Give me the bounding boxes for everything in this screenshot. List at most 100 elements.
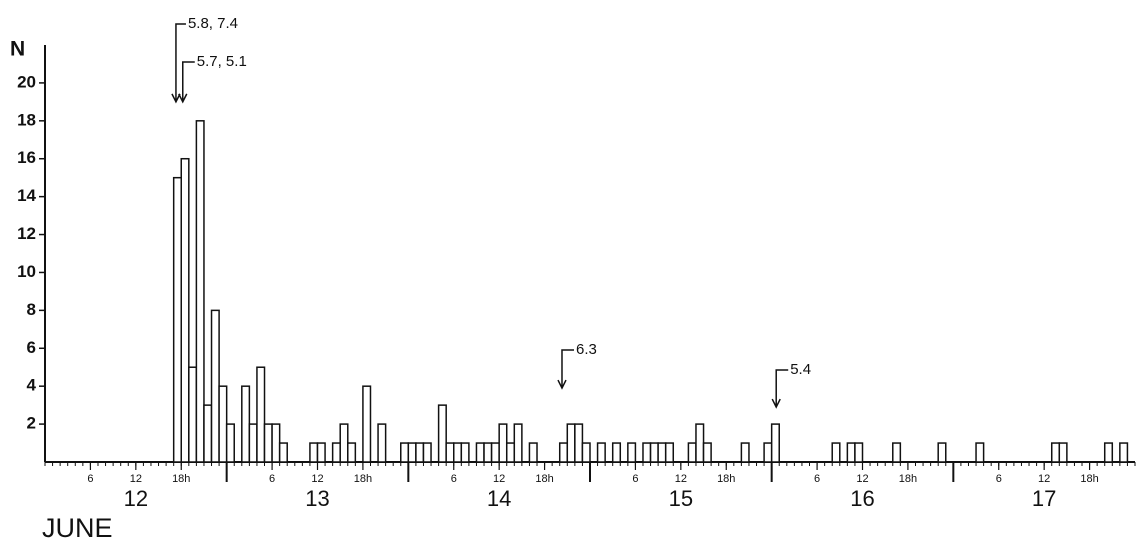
day-label: 16 [850, 486, 874, 511]
bar [702, 442, 712, 463]
bar [627, 442, 637, 463]
x-tick-label: 18h [172, 473, 190, 485]
x-tick-label: 18h [899, 473, 917, 485]
bar [263, 423, 273, 463]
bar [453, 442, 463, 463]
x-tick-label: 6 [269, 473, 275, 485]
annotation-label: 5.7, 5.1 [197, 53, 247, 70]
bar [831, 442, 841, 463]
x-tick-label: 12 [130, 473, 142, 485]
x-tick-label: 18h [535, 473, 553, 485]
bar [695, 423, 705, 463]
annotation-label: 6.3 [576, 341, 597, 358]
bar [180, 157, 190, 463]
y-tick-label: 18 [17, 110, 36, 129]
bar [172, 176, 183, 463]
bar [770, 423, 780, 463]
bar [975, 442, 985, 463]
bar [574, 423, 584, 463]
x-tick-label: 12 [675, 473, 687, 485]
x-axis-label: JUNE [42, 513, 113, 543]
annotation-arrow [771, 369, 789, 409]
bar [437, 404, 447, 463]
day-label: 17 [1032, 486, 1056, 511]
bar [460, 442, 470, 463]
bar [664, 442, 675, 463]
bar [763, 442, 773, 463]
bar [566, 423, 576, 463]
bar [347, 442, 357, 463]
day-label: 14 [487, 486, 511, 511]
day-label: 12 [124, 486, 148, 511]
bar [649, 442, 659, 463]
bar [225, 423, 235, 463]
bar [687, 442, 697, 463]
bar [331, 442, 341, 463]
y-tick-label: 20 [17, 72, 36, 91]
bar [657, 442, 667, 463]
bar [188, 366, 198, 463]
bar [846, 442, 856, 463]
annotation-label: 5.4 [790, 361, 811, 378]
bar [407, 442, 417, 463]
bar [339, 423, 349, 463]
bar [218, 385, 228, 463]
bar [309, 442, 319, 463]
bar [278, 442, 288, 463]
bar [316, 442, 326, 463]
y-tick-label: 14 [17, 186, 36, 205]
y-tick-label: 8 [27, 300, 36, 319]
bar [256, 366, 266, 463]
x-tick-label: 6 [87, 473, 93, 485]
bar [558, 442, 569, 463]
bar [400, 442, 410, 463]
bar [611, 442, 622, 463]
bar [490, 442, 500, 463]
bar [362, 385, 372, 463]
x-tick-label: 18h [717, 473, 735, 485]
x-tick-label: 6 [451, 473, 457, 485]
bar [422, 442, 432, 463]
x-tick-label: 18h [1080, 473, 1098, 485]
y-tick-label: 2 [27, 414, 36, 433]
x-tick-label: 12 [856, 473, 868, 485]
bar [271, 423, 281, 463]
bar [203, 404, 213, 463]
y-tick-label: 4 [27, 376, 37, 395]
bar [210, 309, 220, 463]
y-tick-label: 10 [17, 262, 36, 281]
bar [1103, 442, 1114, 463]
bar [1050, 442, 1061, 463]
x-tick-label: 12 [1038, 473, 1050, 485]
bar [1119, 442, 1129, 463]
y-tick-label: 6 [27, 338, 36, 357]
bar [596, 442, 606, 463]
bar [581, 442, 591, 463]
bar [377, 423, 387, 463]
bar [937, 442, 947, 463]
x-tick-label: 12 [493, 473, 505, 485]
bar [241, 385, 251, 463]
bar [528, 442, 538, 463]
bar [483, 442, 493, 463]
bar [505, 442, 516, 463]
bar [248, 423, 258, 463]
bar [1058, 442, 1068, 463]
bar [445, 442, 455, 463]
x-tick-label: 6 [814, 473, 820, 485]
x-tick-label: 12 [311, 473, 323, 485]
bar [854, 442, 864, 463]
annotation-arrow [178, 61, 195, 104]
bar [642, 442, 652, 463]
y-axis-label: N [10, 38, 25, 61]
y-tick-label: 12 [17, 224, 36, 243]
x-tick-label: 6 [996, 473, 1002, 485]
bar [415, 442, 425, 463]
x-tick-label: 18h [354, 473, 372, 485]
bar [498, 423, 508, 463]
x-tick-label: 6 [632, 473, 638, 485]
annotation-arrow [557, 349, 574, 390]
day-label: 13 [305, 486, 329, 511]
annotation-arrow [171, 23, 186, 104]
